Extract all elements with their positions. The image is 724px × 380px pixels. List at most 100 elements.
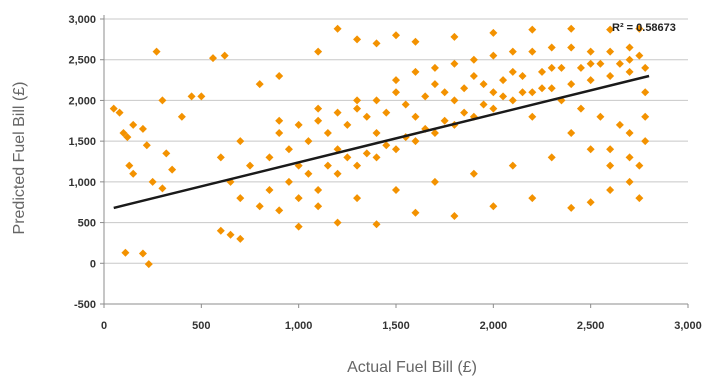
y-tick-label: 1,500 xyxy=(68,136,96,148)
data-point xyxy=(314,186,323,194)
data-point xyxy=(236,234,245,243)
data-point xyxy=(168,165,177,174)
y-tick-label: -500 xyxy=(74,299,96,311)
data-point xyxy=(353,104,362,113)
data-point xyxy=(333,108,342,117)
data-point xyxy=(343,120,352,129)
data-point xyxy=(606,72,615,80)
data-point xyxy=(138,124,147,133)
data-point xyxy=(625,129,634,137)
y-axis-title: Predicted Fuel Bill (£) xyxy=(11,82,28,235)
data-point xyxy=(479,100,488,109)
data-point xyxy=(615,59,624,68)
data-point xyxy=(606,47,615,56)
data-point xyxy=(353,161,362,170)
data-point xyxy=(152,47,161,56)
y-tick-label: 2,500 xyxy=(68,55,96,67)
data-point xyxy=(216,153,225,162)
data-point xyxy=(606,25,615,34)
data-point xyxy=(508,67,517,76)
grid-lines xyxy=(104,18,688,264)
data-point xyxy=(382,141,391,150)
data-point xyxy=(304,137,313,146)
data-point xyxy=(372,129,381,137)
data-point xyxy=(586,198,595,207)
data-point xyxy=(129,120,138,129)
data-point xyxy=(353,96,362,105)
data-point xyxy=(284,177,293,186)
data-point xyxy=(586,47,595,56)
data-point xyxy=(586,145,595,154)
data-point xyxy=(314,202,323,211)
data-point xyxy=(115,108,124,117)
data-point xyxy=(450,59,459,68)
data-point xyxy=(635,194,644,203)
data-point xyxy=(450,32,459,41)
data-point xyxy=(469,72,478,80)
x-tick-label: 2,500 xyxy=(577,320,605,332)
data-point xyxy=(372,153,381,162)
data-point xyxy=(430,63,439,72)
data-point xyxy=(372,39,381,48)
data-point xyxy=(641,63,650,72)
axes xyxy=(100,15,689,308)
data-point xyxy=(499,76,508,85)
data-point xyxy=(392,186,400,194)
data-point xyxy=(430,80,439,89)
x-tick-label: 1,000 xyxy=(285,320,313,332)
data-point xyxy=(411,67,420,76)
y-tick-label: 500 xyxy=(78,218,96,230)
data-point xyxy=(430,129,439,137)
data-point xyxy=(635,24,644,33)
data-point xyxy=(586,76,595,85)
data-point xyxy=(411,37,420,46)
data-point xyxy=(138,249,147,258)
data-point xyxy=(450,96,459,105)
data-point xyxy=(625,153,634,162)
trendline xyxy=(113,74,650,210)
data-point xyxy=(372,96,381,105)
data-point xyxy=(489,202,498,211)
data-point xyxy=(440,88,449,97)
data-point xyxy=(625,177,634,186)
data-point xyxy=(236,194,245,203)
data-point xyxy=(158,184,167,193)
data-point xyxy=(635,161,644,170)
x-tick-label: 0 xyxy=(101,320,107,332)
data-point xyxy=(123,133,132,142)
data-point xyxy=(596,59,605,68)
data-point xyxy=(528,47,537,56)
data-point xyxy=(567,24,576,33)
data-point xyxy=(450,212,459,221)
data-point xyxy=(489,104,498,113)
data-point xyxy=(372,220,381,229)
data-point xyxy=(187,92,196,101)
data-point xyxy=(596,112,605,121)
data-point xyxy=(499,92,508,101)
data-point xyxy=(226,230,235,239)
data-point xyxy=(576,104,585,113)
data-points xyxy=(109,24,650,269)
data-point xyxy=(197,92,206,101)
data-point xyxy=(362,149,371,158)
data-point xyxy=(255,80,264,89)
data-point xyxy=(567,203,576,212)
data-point xyxy=(177,112,186,121)
data-point xyxy=(411,208,420,217)
data-point xyxy=(641,112,650,121)
data-point xyxy=(489,28,498,37)
data-point xyxy=(469,169,478,178)
data-point xyxy=(411,112,420,121)
data-point xyxy=(275,116,284,125)
data-point xyxy=(528,25,537,34)
y-tick-label: 1,000 xyxy=(68,177,96,189)
data-point xyxy=(641,137,650,146)
data-point xyxy=(508,47,517,56)
data-point xyxy=(362,112,371,121)
data-point xyxy=(265,153,274,162)
data-point xyxy=(635,51,644,60)
data-point xyxy=(547,84,556,93)
data-point xyxy=(440,116,449,125)
data-point xyxy=(518,72,527,80)
